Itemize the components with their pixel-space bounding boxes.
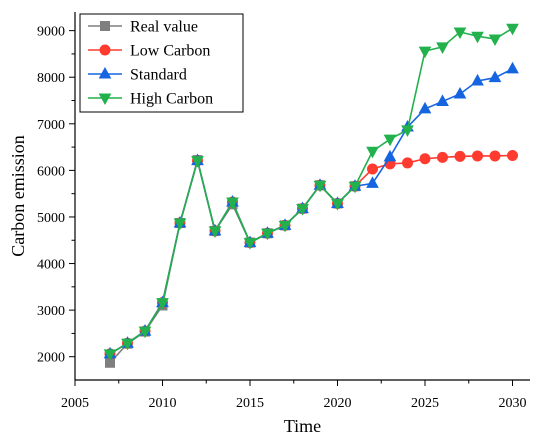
data-point-standard [418, 101, 432, 114]
data-point-high-carbon [401, 125, 414, 137]
legend-marker-real-value [100, 21, 110, 31]
x-tick-label: 2030 [499, 396, 527, 411]
data-point-low-carbon [454, 150, 466, 162]
series-low-carbon [104, 149, 518, 360]
data-point-high-carbon [313, 180, 327, 193]
data-point-low-carbon [419, 153, 431, 165]
y-tick-label: 6000 [37, 164, 65, 179]
y-tick-label: 5000 [37, 211, 65, 226]
data-point-standard [506, 61, 519, 74]
data-point-high-carbon [243, 238, 257, 250]
data-point-low-carbon [367, 163, 378, 175]
x-axis-title: Time [284, 416, 321, 436]
legend-item-standard: Standard [88, 67, 187, 84]
y-tick-label: 4000 [37, 258, 65, 273]
legend-label-real-value: Real value [130, 19, 198, 36]
y-axis-title: Carbon emission [8, 135, 28, 257]
axes: 2005 2010 2015 2020 2025 2030 2000 3000 4000 5000… [37, 12, 530, 411]
data-point-low-carbon [507, 149, 518, 161]
data-point-standard [488, 70, 502, 83]
x-tick-label: 2020 [324, 396, 352, 411]
data-point-low-carbon [437, 151, 448, 163]
legend-item-low-carbon: Low Carbon [88, 43, 210, 60]
data-point-high-carbon [121, 338, 134, 351]
data-point-standard [471, 73, 484, 86]
data-point-standard [383, 149, 397, 162]
legend-marker-high-carbon [98, 93, 112, 106]
y-tick-label: 8000 [37, 71, 65, 86]
legend-label-low-carbon: Low Carbon [130, 43, 210, 60]
data-point-low-carbon [472, 150, 483, 162]
series-high-carbon [103, 23, 519, 361]
data-point-low-carbon [489, 150, 501, 162]
series-line-low-carbon [109, 154, 513, 355]
data-point-high-carbon [278, 220, 292, 233]
data-point-high-carbon [436, 42, 449, 54]
x-tick-label: 2015 [236, 396, 264, 411]
data-point-high-carbon [506, 23, 519, 36]
legend-marker-low-carbon [99, 44, 111, 56]
data-point-high-carbon [471, 31, 484, 44]
data-point-high-carbon [156, 298, 169, 310]
y-tick-label: 2000 [37, 351, 65, 366]
legend: Real value Low Carbon Standard High Carbon [79, 13, 244, 113]
data-point-high-carbon [418, 46, 432, 59]
legend-item-high-carbon: High Carbon [88, 91, 213, 108]
data-point-high-carbon [191, 156, 204, 168]
data-point-standard [436, 94, 449, 106]
plot-area [103, 23, 519, 368]
data-point-high-carbon [226, 197, 239, 210]
x-tick-label: 2025 [411, 396, 439, 411]
data-point-low-carbon [402, 157, 413, 169]
x-tick-label: 2010 [149, 396, 177, 411]
data-point-high-carbon [488, 34, 502, 47]
data-point-high-carbon [383, 134, 397, 147]
data-point-high-carbon [366, 146, 379, 159]
legend-marker-standard [98, 66, 112, 79]
data-point-high-carbon [103, 349, 117, 361]
legend-label-high-carbon: High Carbon [130, 91, 213, 108]
y-tick-label: 3000 [37, 304, 65, 319]
y-tick-label: 7000 [37, 118, 65, 133]
data-point-high-carbon [296, 204, 309, 216]
legend-label-standard: Standard [130, 67, 187, 84]
legend-item-real-value: Real value [88, 19, 198, 36]
data-point-high-carbon [138, 326, 152, 339]
data-point-high-carbon [208, 226, 222, 238]
y-tick-label: 9000 [37, 25, 65, 40]
data-point-high-carbon [331, 198, 344, 211]
x-tick-label: 2005 [61, 396, 89, 411]
data-point-high-carbon [173, 218, 187, 231]
data-point-standard [453, 86, 467, 99]
data-point-high-carbon [453, 27, 467, 40]
data-point-high-carbon [261, 228, 274, 241]
data-point-standard [366, 176, 379, 188]
data-point-high-carbon [348, 181, 362, 194]
